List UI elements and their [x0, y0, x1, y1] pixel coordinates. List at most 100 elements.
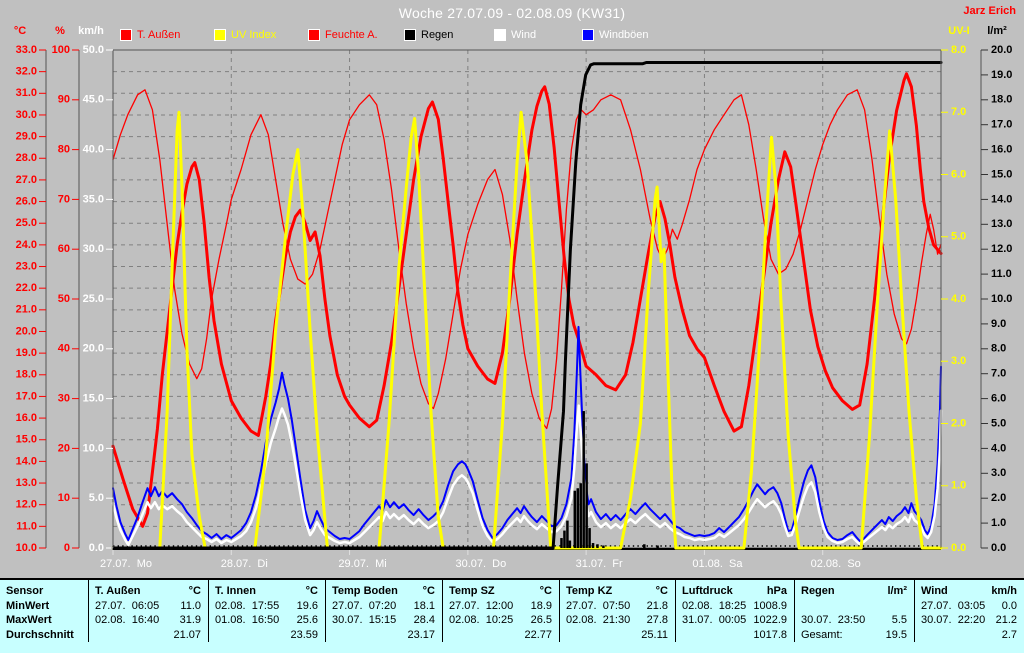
axis-tick-label-pct: 50 [58, 293, 70, 305]
table-row-max: MaxWert 02.08. 16:40 31.9 01.08. 16:50 25.6 3… [0, 613, 1024, 627]
axis-tick-label-rain: 6.0 [991, 393, 1006, 405]
axis-tick-label-wind: 25.0 [83, 293, 104, 305]
cell-head-temp-sz: Temp SZ °C [442, 580, 559, 599]
cell-left-text: Luftdruck [682, 585, 733, 597]
axis-tick-label-temp: 22.0 [16, 282, 37, 294]
axis-title-wind: km/h [78, 25, 104, 37]
cell-right-value: 18.1 [413, 600, 435, 612]
axis-tick-label-uv: 0.0 [951, 542, 966, 554]
cell-right-value: 21.8 [646, 600, 668, 612]
rain-interval-bar [656, 545, 659, 548]
axis-tick-label-temp: 18.0 [16, 369, 37, 381]
legend-item-windb-en: Windböen [582, 28, 649, 42]
legend-item-t-au-en: T. Außen [120, 28, 180, 42]
axis-tick-label-wind: 20.0 [83, 343, 104, 355]
axis-tick-label-rain: 2.0 [991, 492, 1006, 504]
axis-tick-label-rain: 20.0 [991, 44, 1012, 56]
axis-tick-label-uv: 6.0 [951, 168, 966, 180]
cell-head-luftdruck: Luftdruck hPa [675, 580, 794, 599]
row-label-max: MaxWert [6, 614, 52, 626]
rain-interval-bar [591, 543, 595, 548]
axis-tick-label-pct: 0 [64, 542, 70, 554]
cell-max-t-innen: 01.08. 16:50 25.6 [208, 613, 325, 627]
cell-min-regen [794, 599, 914, 613]
day-label-3007: 30.07. Do [455, 558, 506, 570]
cell-right-value: 27.8 [646, 614, 668, 626]
weather-chart: °C 10.0 11.0 12.0 13.0 14.0 15.0 16.0 17.0 18.0 19… [14, 25, 1013, 570]
axis-tick-label-temp: 21.0 [16, 304, 37, 316]
legend-label: Windböen [599, 29, 649, 41]
axis-tick-label-uv: 5.0 [951, 231, 966, 243]
cell-left-text: Wind [921, 585, 948, 597]
axis-tick-label-wind: 40.0 [83, 144, 104, 156]
series-t-au-en [111, 72, 943, 528]
axis-tick-label-wind: 5.0 [89, 492, 104, 504]
legend-swatch-icon [214, 29, 226, 41]
cell-left-text: 27.07. 07:50 [566, 600, 631, 612]
axis-tick-label-temp: 30.0 [16, 109, 37, 121]
cell-max-temp-kz: 02.08. 21:30 27.8 [559, 613, 675, 627]
series-windb-en [112, 325, 942, 542]
axis-tick-label-rain: 17.0 [991, 119, 1012, 131]
axis-tick-label-temp: 20.0 [16, 325, 37, 337]
axis-tick-label-rain: 7.0 [991, 368, 1006, 380]
cell-left-text: Regen [801, 585, 835, 597]
axis-tick-label-rain: 1.0 [991, 517, 1006, 529]
cell-left-text: 27.07. 03:05 [921, 600, 986, 612]
axis-tick-label-temp: 15.0 [16, 434, 37, 446]
chart-legend: T. Außen UV Index Feuchte A. Regen Wind Windb… [0, 28, 1024, 44]
rain-interval-bar [585, 463, 588, 548]
cell-avg-t-au-en: 21.07 [88, 627, 208, 642]
axis-tick-label-temp: 10.0 [16, 542, 37, 554]
cell-min-wind: 27.07. 03:05 0.0 [914, 599, 1024, 613]
axis-tick-label-temp: 12.0 [16, 499, 37, 511]
legend-label: Regen [421, 29, 454, 41]
cell-avg-temp-sz: 22.77 [442, 627, 559, 642]
cell-left-text: Gesamt: [801, 628, 843, 641]
cell-head-regen: Regen l/m² [794, 580, 914, 599]
cell-right-value: 25.6 [296, 614, 318, 626]
axis-tick-label-uv: 4.0 [951, 293, 966, 305]
axis-tick-label-rain: 19.0 [991, 69, 1012, 81]
day-label-0108: 01.08. Sa [692, 558, 743, 570]
table-row-avg: Durchschnitt 21.07 23.59 23.17 22.77 25.11 101… [0, 627, 1024, 642]
cell-right-value: 1022.9 [753, 614, 787, 626]
cell-left-text: 02.08. 18:25 [682, 600, 747, 612]
axis-tick-label-temp: 24.0 [16, 239, 37, 251]
day-label-0208: 02.08. So [811, 558, 861, 570]
axis-tick-label-wind: 50.0 [83, 44, 104, 56]
legend-swatch-icon [120, 29, 132, 41]
axis-tick-label-uv: 8.0 [951, 44, 966, 56]
axis-tick-label-rain: 4.0 [991, 442, 1006, 454]
cell-head-temp-boden: Temp Boden °C [325, 580, 442, 599]
cell-min-temp-kz: 27.07. 07:50 21.8 [559, 599, 675, 613]
cell-min-temp-boden: 27.07. 07:20 18.1 [325, 599, 442, 613]
legend-item-wind: Wind [494, 28, 536, 42]
axis-tick-label-wind: 15.0 [83, 393, 104, 405]
cell-max-temp-sz: 02.08. 10:25 26.5 [442, 613, 559, 627]
cell-avg-wind: 2.7 [914, 627, 1024, 642]
cell-min-temp-sz: 27.07. 12:00 18.9 [442, 599, 559, 613]
day-label-2807: 28.07. Di [221, 558, 268, 570]
cell-right-value: 28.4 [413, 614, 435, 626]
axis-tick-label-temp: 17.0 [16, 390, 37, 402]
cell-right-value: °C [305, 585, 318, 597]
axis-tick-label-wind: 45.0 [83, 94, 104, 106]
cell-right-value: 1017.8 [753, 628, 787, 641]
axis-tick-label-rain: 11.0 [991, 268, 1012, 280]
legend-swatch-icon [582, 29, 594, 41]
rain-interval-bar [579, 483, 582, 548]
axis-tick-label-rain: 13.0 [991, 218, 1012, 230]
axis-tick-label-temp: 27.0 [16, 174, 37, 186]
axis-tick-label-rain: 8.0 [991, 343, 1006, 355]
legend-label: Feuchte A. [325, 29, 378, 41]
cell-head-t-innen: T. Innen °C [208, 580, 325, 599]
axis-tick-label-uv: 2.0 [951, 417, 966, 429]
axis-tick-label-temp: 13.0 [16, 477, 37, 489]
cell-left-text: Temp KZ [566, 585, 613, 597]
axis-tick-label-temp: 28.0 [16, 152, 37, 164]
day-label-2907: 29.07. Mi [338, 558, 386, 570]
axis-tick-label-rain: 18.0 [991, 94, 1012, 106]
cell-left-text: Temp SZ [449, 585, 495, 597]
axis-tick-label-wind: 10.0 [83, 442, 104, 454]
